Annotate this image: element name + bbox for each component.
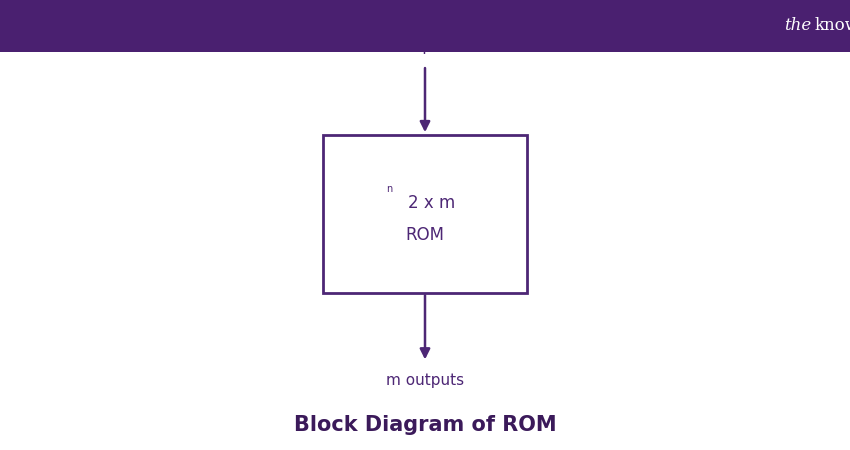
Text: n: n	[386, 184, 393, 194]
Text: ROM: ROM	[405, 226, 445, 244]
Text: the: the	[785, 18, 812, 34]
Text: m outputs: m outputs	[386, 374, 464, 388]
Bar	[323, 135, 527, 292]
Text: knowledgeacademy: knowledgeacademy	[814, 18, 850, 34]
Text: Block Diagram of ROM: Block Diagram of ROM	[294, 415, 556, 435]
Text: 2 x m: 2 x m	[408, 194, 456, 212]
Bar	[0, 0, 850, 52]
Text: n inputs: n inputs	[394, 39, 456, 54]
